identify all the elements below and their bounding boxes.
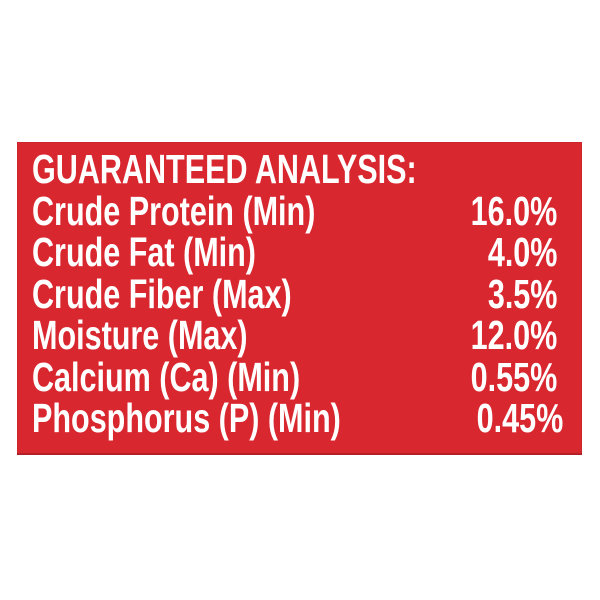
nutrient-label: Calcium (Ca) (Min) [32,353,301,400]
nutrient-value: 0.55% [470,353,557,400]
analysis-row-phosphorus: Phosphorus (P) (Min) 0.45% [32,395,563,441]
nutrient-value: 16.0% [470,187,557,234]
guaranteed-analysis-panel: GUARANTEED ANALYSIS: Crude Protein (Min)… [17,142,582,455]
nutrient-value: 4.0% [487,229,557,275]
nutrient-label: Crude Protein (Min) [32,187,316,234]
nutrient-label: Moisture (Max) [32,312,248,358]
analysis-row-crude-fiber: Crude Fiber (Max) 3.5% [32,270,557,317]
panel-heading-row: GUARANTEED ANALYSIS: [32,146,557,192]
panel-heading: GUARANTEED ANALYSIS: [32,146,417,192]
analysis-row-crude-protein: Crude Protein (Min) 16.0% [32,187,557,234]
nutrient-value: 0.45% [476,395,563,441]
analysis-row-calcium: Calcium (Ca) (Min) 0.55% [32,353,557,400]
analysis-row-crude-fat: Crude Fat (Min) 4.0% [32,229,557,275]
nutrient-label: Crude Fat (Min) [32,229,256,275]
nutrient-label: Crude Fiber (Max) [32,270,292,317]
analysis-row-moisture: Moisture (Max) 12.0% [32,312,557,358]
nutrient-value: 12.0% [470,312,557,358]
nutrient-label: Phosphorus (P) (Min) [32,395,341,441]
nutrient-value: 3.5% [487,270,557,317]
